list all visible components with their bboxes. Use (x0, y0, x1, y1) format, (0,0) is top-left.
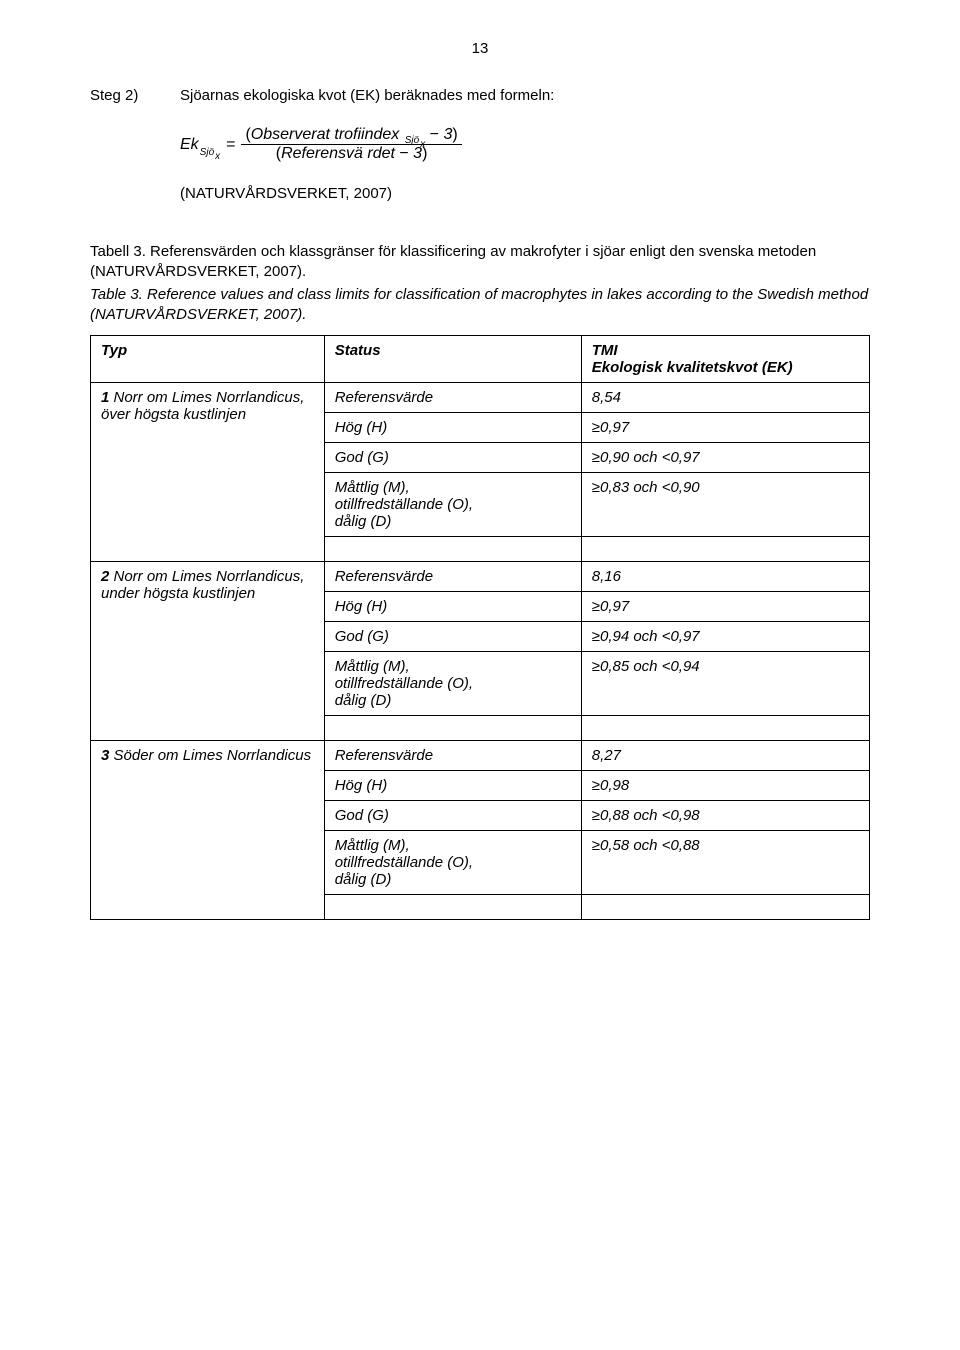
spacer-cell (324, 537, 581, 562)
header-tmi: TMI Ekologisk kvalitetskvot (EK) (581, 336, 869, 383)
page: 13 Steg 2) Sjöarnas ekologiska kvot (EK)… (0, 0, 960, 1350)
formula-num-sub-sub: x (420, 139, 425, 150)
step-text: Sjöarnas ekologiska kvot (EK) beräknades… (180, 87, 870, 104)
header-status: Status (324, 336, 581, 383)
formula-num-text: Observerat trofiindex (251, 126, 400, 143)
table-row: 2 Norr om Limes Norrlandicus, under högs… (91, 562, 870, 592)
status-cell: Referensvärde (324, 562, 581, 592)
status-cell: Måttlig (M),otillfredställande (O),dålig… (324, 652, 581, 716)
formula-lhs-sub-sub: x (215, 151, 220, 162)
tmi-cell: 8,16 (581, 562, 869, 592)
type-cell: 2 Norr om Limes Norrlandicus, under högs… (91, 562, 325, 741)
spacer-cell (581, 895, 869, 920)
tmi-cell: 8,54 (581, 383, 869, 413)
status-cell: Hög (H) (324, 592, 581, 622)
formula-den-text: Referensvä rdet (281, 145, 395, 162)
step-label: Steg 2) (90, 87, 180, 104)
tmi-cell: ≥0,85 och <0,94 (581, 652, 869, 716)
status-cell: God (G) (324, 622, 581, 652)
type-cell: 3 Söder om Limes Norrlandicus (91, 741, 325, 920)
table-row: 1 Norr om Limes Norrlandicus, över högst… (91, 383, 870, 413)
equals-sign: = (226, 136, 235, 154)
status-cell: Referensvärde (324, 383, 581, 413)
tmi-cell: ≥0,97 (581, 592, 869, 622)
spacer-cell (581, 537, 869, 562)
page-number: 13 (90, 40, 870, 57)
formula-lhs-prefix: Ek (180, 136, 199, 154)
status-cell: Referensvärde (324, 741, 581, 771)
spacer-cell (581, 716, 869, 741)
status-cell: Hög (H) (324, 413, 581, 443)
tmi-cell: ≥0,58 och <0,88 (581, 831, 869, 895)
header-type: Typ (91, 336, 325, 383)
tmi-cell: ≥0,97 (581, 413, 869, 443)
classification-table: Typ Status TMI Ekologisk kvalitetskvot (… (90, 335, 870, 920)
tmi-cell: ≥0,90 och <0,97 (581, 443, 869, 473)
formula: Ek Sjöx = (Observerat trofiindex Sjöx − … (180, 126, 870, 163)
table-caption-en: Table 3. Reference values and class limi… (90, 285, 870, 326)
tmi-cell: ≥0,94 och <0,97 (581, 622, 869, 652)
table-header-row: Typ Status TMI Ekologisk kvalitetskvot (… (91, 336, 870, 383)
step-row: Steg 2) Sjöarnas ekologiska kvot (EK) be… (90, 87, 870, 104)
status-cell: God (G) (324, 801, 581, 831)
spacer-cell (324, 716, 581, 741)
tmi-cell: 8,27 (581, 741, 869, 771)
type-cell: 1 Norr om Limes Norrlandicus, över högst… (91, 383, 325, 562)
status-cell: Hög (H) (324, 771, 581, 801)
status-cell: Måttlig (M),otillfredställande (O),dålig… (324, 473, 581, 537)
table-row: 3 Söder om Limes NorrlandicusReferensvär… (91, 741, 870, 771)
status-cell: God (G) (324, 443, 581, 473)
status-cell: Måttlig (M),otillfredställande (O),dålig… (324, 831, 581, 895)
tmi-cell: ≥0,98 (581, 771, 869, 801)
spacer-cell (324, 895, 581, 920)
formula-lhs-sub-prefix: Sjö (200, 147, 214, 158)
tmi-cell: ≥0,83 och <0,90 (581, 473, 869, 537)
formula-num-sub-prefix: Sjö (405, 135, 419, 146)
table-caption-sv: Tabell 3. Referensvärden och klassgränse… (90, 242, 870, 283)
tmi-cell: ≥0,88 och <0,98 (581, 801, 869, 831)
source-citation: (NATURVÅRDSVERKET, 2007) (180, 185, 870, 202)
